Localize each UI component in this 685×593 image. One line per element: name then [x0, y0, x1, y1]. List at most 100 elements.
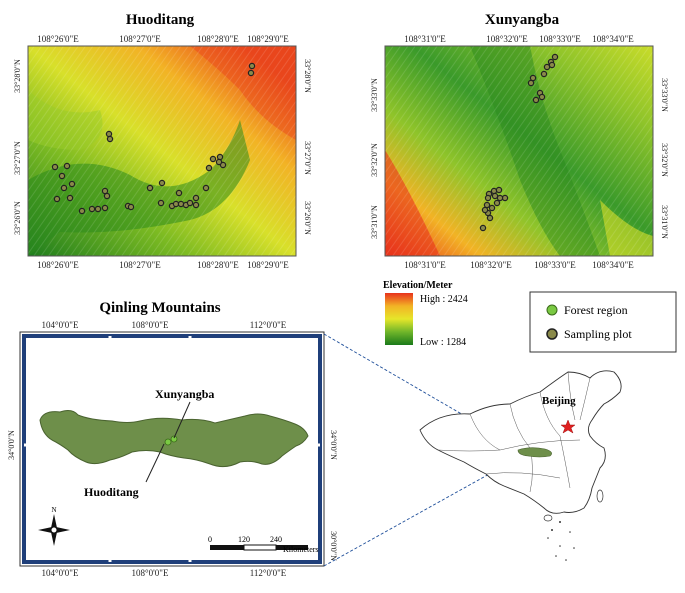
huoditang-terrain-texture [28, 46, 296, 256]
tick-label: 33°31'0"N [660, 205, 669, 239]
sampling-plot-marker [493, 199, 501, 207]
tick-label: 108°34'0"E [592, 260, 634, 270]
sampling-plot-marker [192, 201, 200, 209]
sampling-plot-marker [175, 189, 183, 197]
tick-label: 33°26'0"N [303, 201, 312, 235]
qinling-title: Qinling Mountains [99, 300, 220, 316]
sampling-plot-marker [63, 162, 71, 170]
sampling-plot-marker [60, 184, 68, 192]
scale-tick-120: 120 [238, 535, 250, 544]
huoditang-frame [27, 45, 297, 257]
sampling-plot-marker [488, 204, 496, 212]
scale-bar: 0 120 240 Kilometers [208, 535, 319, 554]
sampling-plot-marker [479, 224, 487, 232]
sampling-plot-marker [51, 163, 59, 171]
elevation-color-ramp [385, 293, 413, 345]
huoditang-panel: Huoditang 108°26'0"E 108°27'0"E 108°28'0"E… [13, 12, 312, 270]
huoditang-top-ticks: 108°26'0"E 108°27'0"E 108°28'0"E 108°29'0"E [37, 34, 289, 44]
tick-label: 108°29'0"E [247, 34, 289, 44]
sampling-plot-marker [66, 194, 74, 202]
connector-line [323, 333, 521, 449]
tick-label: 104°0'0"E [42, 568, 79, 578]
tick-label: 108°28'0"E [197, 260, 239, 270]
tick-label: 108°28'0"E [197, 34, 239, 44]
tick-label: 33°26'0"N [13, 201, 22, 235]
sampling-plot-marker [205, 164, 213, 172]
sampling-plot-marker [157, 199, 165, 207]
sampling-plot-marker [551, 53, 559, 61]
olive-dot-icon [546, 328, 558, 340]
qinling-panel: Qinling Mountains 104°0'0"E 108°0'0"E 112°… [7, 300, 338, 578]
scale-segment [243, 544, 277, 551]
sampling-plot-marker [548, 61, 556, 69]
tick-label: 108°33'0"E [534, 260, 576, 270]
tick-label: 108°32'0"E [470, 260, 512, 270]
tick-label: 108°27'0"E [119, 260, 161, 270]
tick-label: 108°0'0"E [132, 568, 169, 578]
qinling-bottom-ticks: 104°0'0"E 108°0'0"E 112°0'0"E [42, 568, 287, 578]
tick-label: 104°0'0"E [42, 320, 79, 330]
scale-segment [210, 545, 244, 550]
xunyangba-site-marker [170, 435, 178, 443]
sampling-plot-marker [527, 79, 535, 87]
huoditang-right-ticks: 33°28'0"N 33°27'0"N 33°26'0"N [303, 59, 312, 235]
huoditang-sampling-plots [51, 62, 256, 215]
china-qinling-highlight [517, 447, 552, 458]
scale-segment [276, 545, 308, 550]
tick-label: 108°31'0"E [404, 260, 446, 270]
north-arrow-icon: N [38, 506, 70, 546]
xunyangba-left-ticks: 33°33'0"N 33°32'0"N 33°31'0"N [370, 78, 379, 239]
sampling-plot-marker [209, 155, 217, 163]
sampling-plot-marker [247, 69, 255, 77]
sampling-plot-marker [68, 180, 76, 188]
xunyangba-title: Xunyangba [485, 12, 560, 28]
tick-label: 34°0'0"N [7, 430, 16, 460]
sampling-plot-marker [248, 62, 256, 70]
sampling-plot-marker [491, 192, 499, 200]
qinling-top-ticks: 104°0'0"E 108°0'0"E 112°0'0"E [42, 320, 287, 330]
sampling-plot-marker [94, 205, 102, 213]
sampling-plot-marker [202, 184, 210, 192]
xunyangba-bottom-ticks: 108°31'0"E 108°32'0"E 108°33'0"E 108°34'0"E [404, 260, 634, 270]
xunyangba-site-label: Xunyangba [155, 387, 214, 401]
sampling-plot-marker [532, 96, 540, 104]
xunyangba-right-ticks: 33°33'0"N 33°32'0"N 33°31'0"N [660, 78, 669, 239]
south-china-sea-islands [543, 489, 604, 561]
tick-label: 108°26'0"E [37, 34, 79, 44]
sampling-plot-marker [540, 70, 548, 78]
sampling-plot-marker [484, 194, 492, 202]
sampling-plot-marker [53, 195, 61, 203]
elevation-legend-title: Elevation/Meter [383, 280, 453, 291]
sampling-plot-marker [186, 199, 194, 207]
xunyangba-leader-line [173, 401, 191, 439]
sampling-plot-marker [192, 194, 200, 202]
elevation-legend: Elevation/Meter High : 2424 Low : 1284 [383, 280, 468, 348]
tick-label: 108°0'0"E [132, 320, 169, 330]
scale-unit: Kilometers [283, 545, 319, 554]
sampling-plot-marker [78, 207, 86, 215]
symbol-legend: Forest region Sampling plot [529, 291, 677, 353]
tick-label: 108°31'0"E [404, 34, 446, 44]
sampling-plot-marker [216, 153, 224, 161]
tick-label: 33°27'0"N [303, 141, 312, 175]
province-boundaries [437, 371, 591, 493]
tick-label: 108°27'0"E [119, 34, 161, 44]
sampling-plot-marker [101, 204, 109, 212]
sampling-plot-marker [490, 187, 498, 195]
green-dot-icon [546, 304, 558, 316]
red-star-icon [560, 419, 576, 434]
qinling-right-ticks: 34°0'0"N 30°0'0"N [329, 430, 338, 561]
xunyangba-panel: Xunyangba 108°31'0"E 108°32'0"E 108°33'0"E… [370, 12, 669, 270]
elevation-low-label: Low : 1284 [420, 337, 466, 348]
connector-lines [323, 333, 521, 567]
china-map: Beijing [419, 370, 622, 561]
elevation-high-label: High : 2424 [420, 294, 468, 305]
tick-label: 108°29'0"E [247, 260, 289, 270]
xunyangba-sampling-plots [479, 53, 559, 232]
tick-label: 33°32'0"N [660, 143, 669, 177]
tick-label: 33°27'0"N [13, 141, 22, 175]
tick-label: 108°26'0"E [37, 260, 79, 270]
north-label: N [51, 506, 56, 514]
